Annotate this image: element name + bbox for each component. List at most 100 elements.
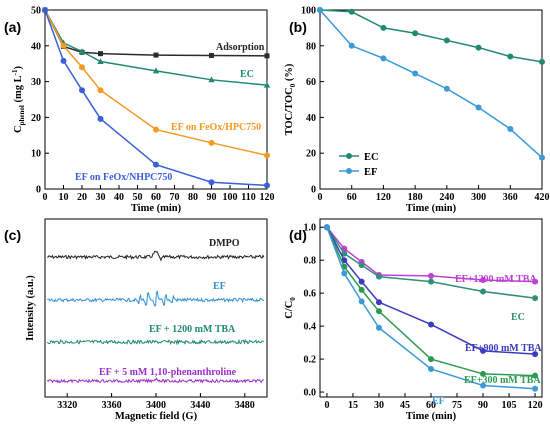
b-x-tick-label: 120 [376,192,391,203]
d-x-tick-label: 15 [348,400,358,411]
panel-b-plot-frame [319,9,543,190]
a-x-tick-label: 120 [260,192,275,203]
data-point-ec [78,48,86,55]
d-x-tick-label: 75 [452,400,462,411]
data-point-ef-on-feox-nhpc750 [79,87,85,94]
data-point-ef-on-feox-nhpc750 [42,7,48,13]
d-x-tick-label: 45 [400,400,410,411]
panel-b-x-axis-label: Time (min) [406,203,457,214]
panel-a-label: (a) [4,19,21,35]
c-x-tick-label: 3400 [146,400,166,411]
a-x-tick-label: 60 [151,192,161,203]
data-point-ef-900-mm-tba [375,299,382,306]
annotation-ec-d: EC [511,312,525,323]
a-x-tick-label: 30 [96,192,106,203]
annotation-ef-1200-tba: EF+1200 mM TBA [455,274,537,285]
d-x-tick-label: 120 [528,400,543,411]
annotation-ef-900-tba: EF+900 mM TBA [465,343,542,354]
series-line-ef-900-mm-tba [326,226,536,355]
panel-b-series [317,7,545,161]
data-point-adsorption [153,52,159,58]
data-point-ec [380,24,387,31]
annotation-ef-300-tba: EF+300 mM TBA [464,375,541,386]
spectrum-ef-1200-mm-tba [46,338,265,346]
d-y-tick-label: 0.6 [304,289,317,300]
data-point-ef [428,365,434,372]
series-line-ef [326,226,536,390]
a-y-tick-label: 40 [31,41,41,52]
c-x-tick-label: 3320 [57,400,77,411]
legend-label-ef: EF [364,167,377,178]
series-ef-on-feox-nhpc750 [42,7,270,189]
legend-marker-ef [346,168,352,174]
panel-b-x-ticks: 0 60 120 180 240 300 360 420 [318,185,550,203]
panel-d-x-axis-label: Time (min) [406,411,457,422]
data-point-adsorption [98,51,103,57]
data-point-ec [97,58,104,65]
panel-b-y-axis-label: TOC/TOC0 (%) [284,63,297,135]
panel-c-x-axis-label: Magnetic field (G) [115,411,198,422]
series-ec [317,7,545,65]
data-point-ec [358,262,365,269]
data-point-ef [323,224,330,231]
panel-b: (b) 0 60 120 180 240 300 360 420 0 20 40 60 80 100 T… [284,6,550,215]
b-x-tick-label: 180 [408,192,423,203]
b-y-tick-label: 20 [306,149,316,160]
a-x-tick-label: 40 [114,192,124,203]
series-line-ef-on-feox-nhpc750 [44,9,268,187]
data-point-ef-on-feox-nhpc750 [208,179,215,186]
data-point-ec [480,288,487,295]
annotation-ef-nhpc750: EF on FeOx/NHPC750 [75,172,172,183]
data-point-ef-on-feox-nhpc750 [264,182,270,189]
data-point-ef-on-feox-hpc750 [264,152,270,159]
data-point-ef-300-mm-tba [480,370,487,377]
spectrum-dmpo [47,250,265,262]
series-ef-900-mm-tba [323,224,539,358]
legend-marker-ec [346,153,352,159]
data-point-adsorption [209,52,214,58]
panel-d-y-axis-label: C/C0 [284,297,297,319]
annotation-adsorption: Adsorption [216,42,265,53]
series-ef-300-mm-tba [323,224,539,379]
c-x-tick-label: 3480 [235,400,255,411]
a-x-tick-label: 110 [241,192,255,203]
data-point-ef-900-mm-tba [358,278,365,285]
data-point-ec [507,53,514,60]
annotation-ef-d: EF [432,396,445,407]
spectrum-ef [47,290,265,307]
b-y-tick-label: 60 [306,77,316,88]
data-point-ef-on-feox-hpc750 [153,126,159,133]
data-point-ef-1200-mm-tba [480,276,487,283]
spectrum-ef-5-mm-1-10-phenanthroline [46,377,264,384]
panel-a-series [41,6,271,189]
d-y-tick-label: 0.8 [304,256,317,267]
annotation-ec: EC [240,69,254,80]
data-point-ef-900-mm-tba [428,321,434,328]
b-y-tick-label: 80 [306,41,316,52]
data-point-adsorption [264,53,270,59]
data-point-ef [317,7,323,13]
panel-b-label: (b) [289,19,307,35]
data-point-ec [152,67,160,74]
a-x-tick-label: 90 [207,192,217,203]
a-x-tick-label: 10 [59,192,69,203]
annotation-ef: EF [213,281,226,292]
data-point-ef [375,324,382,331]
data-point-ef [480,382,487,389]
data-point-ec [208,76,215,83]
panel-d-y-ticks: 0.0 0.2 0.4 0.6 0.8 1.0 [304,223,324,399]
data-point-ef-on-feox-hpc750 [208,139,215,146]
panel-a-y-axis-label: Cphenol (mg L-1) [11,66,26,133]
d-y-tick-label: 0.2 [304,355,317,366]
data-point-ec [428,278,434,285]
panel-a-x-ticks: 0 10 20 30 40 50 60 70 80 90 100 110 120 [43,185,275,203]
legend-label-ec: EC [364,152,379,163]
data-point-ef-on-feox-nhpc750 [153,161,159,168]
data-point-ef-300-mm-tba [358,286,365,293]
panel-c-y-axis-label: Intensity (a.u.) [25,275,36,341]
b-x-tick-label: 300 [471,192,486,203]
panel-d-label: (d) [289,227,307,243]
annotation-ef-tba: EF + 1200 mM TBA [149,324,236,335]
b-x-tick-label: 420 [535,192,550,203]
